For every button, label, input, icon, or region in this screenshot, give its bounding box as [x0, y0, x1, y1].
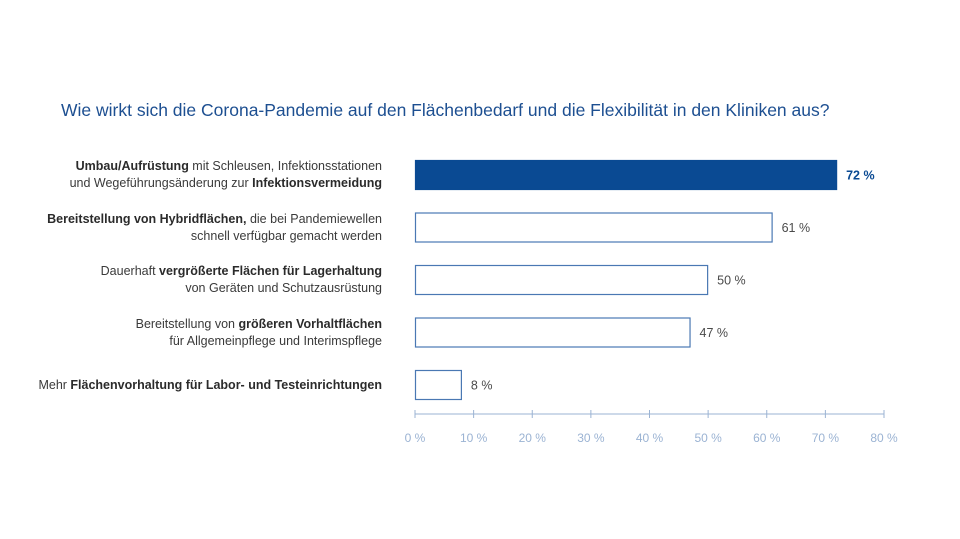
- category-label-line: Dauerhaft vergrößerte Flächen für Lagerh…: [2, 263, 382, 280]
- bar: [414, 264, 709, 296]
- label-segment: für Allgemeinpflege und Interimspflege: [169, 333, 382, 348]
- category-label-line: und Wegeführungsänderung zur Infektionsv…: [2, 175, 382, 192]
- label-segment: von Geräten und Schutzausrüstung: [185, 281, 382, 295]
- x-tick-label: 0 %: [405, 431, 426, 445]
- bar: [414, 317, 691, 348]
- x-tick-label: 70 %: [812, 431, 840, 445]
- x-tick-label: 80 %: [870, 431, 898, 445]
- x-tick-label: 60 %: [753, 431, 781, 445]
- category-label: Umbau/Aufrüstung mit Schleusen, Infektio…: [2, 158, 382, 192]
- label-segment: Dauerhaft: [100, 264, 160, 278]
- label-segment: die bei Pandemiewellen: [246, 211, 382, 226]
- label-segment: und Wegeführungsänderung zur: [69, 176, 253, 190]
- label-segment: Bereitstellung von: [135, 316, 239, 331]
- label-segment: mit Schleusen, Infektionsstationen: [188, 159, 382, 173]
- data-label: 72 %: [846, 169, 875, 183]
- x-tick-label: 10 %: [460, 431, 488, 445]
- chart-title: Wie wirkt sich die Corona-Pandemie auf d…: [61, 100, 830, 120]
- label-bold-segment: Bereitstellung von Hybridflächen,: [47, 211, 247, 226]
- category-label: Mehr Flächenvorhaltung für Labor- und Te…: [2, 377, 382, 394]
- data-label: 61 %: [782, 221, 811, 235]
- category-label-line: Mehr Flächenvorhaltung für Labor- und Te…: [2, 377, 382, 394]
- label-bold-segment: Infektionsvermeidung: [252, 176, 382, 190]
- x-tick-label: 50 %: [694, 431, 722, 445]
- bar: [414, 212, 773, 243]
- category-label: Bereitstellung von Hybridflächen, die be…: [2, 211, 382, 245]
- x-tick-label: 20 %: [519, 431, 547, 445]
- category-label-line: Umbau/Aufrüstung mit Schleusen, Infektio…: [2, 158, 382, 175]
- category-label-line: für Allgemeinpflege und Interimspflege: [2, 333, 382, 350]
- category-label-line: von Geräten und Schutzausrüstung: [2, 280, 382, 297]
- label-bold-segment: Flächenvorhaltung für Labor- und Testein…: [70, 377, 382, 392]
- label-segment: schnell verfügbar gemacht werden: [190, 228, 382, 243]
- data-label: 47 %: [700, 326, 729, 340]
- label-bold-segment: Umbau/Aufrüstung: [75, 159, 189, 173]
- label-segment: Mehr: [38, 377, 71, 392]
- category-label-line: Bereitstellung von größeren Vorhaltfläch…: [2, 316, 382, 333]
- x-tick-label: 30 %: [577, 431, 605, 445]
- label-bold-segment: vergrößerte Flächen für Lagerhaltung: [159, 264, 382, 278]
- category-label-line: schnell verfügbar gemacht werden: [2, 228, 382, 245]
- label-bold-segment: größeren Vorhaltflächen: [238, 316, 382, 331]
- x-tick-label: 40 %: [636, 431, 664, 445]
- category-label-line: Bereitstellung von Hybridflächen, die be…: [2, 211, 382, 228]
- data-label: 8 %: [471, 379, 493, 393]
- category-label: Dauerhaft vergrößerte Flächen für Lagerh…: [2, 263, 382, 297]
- category-label: Bereitstellung von größeren Vorhaltfläch…: [2, 316, 382, 350]
- bar: [414, 369, 463, 401]
- bar: [414, 159, 838, 191]
- data-label: 50 %: [717, 274, 746, 288]
